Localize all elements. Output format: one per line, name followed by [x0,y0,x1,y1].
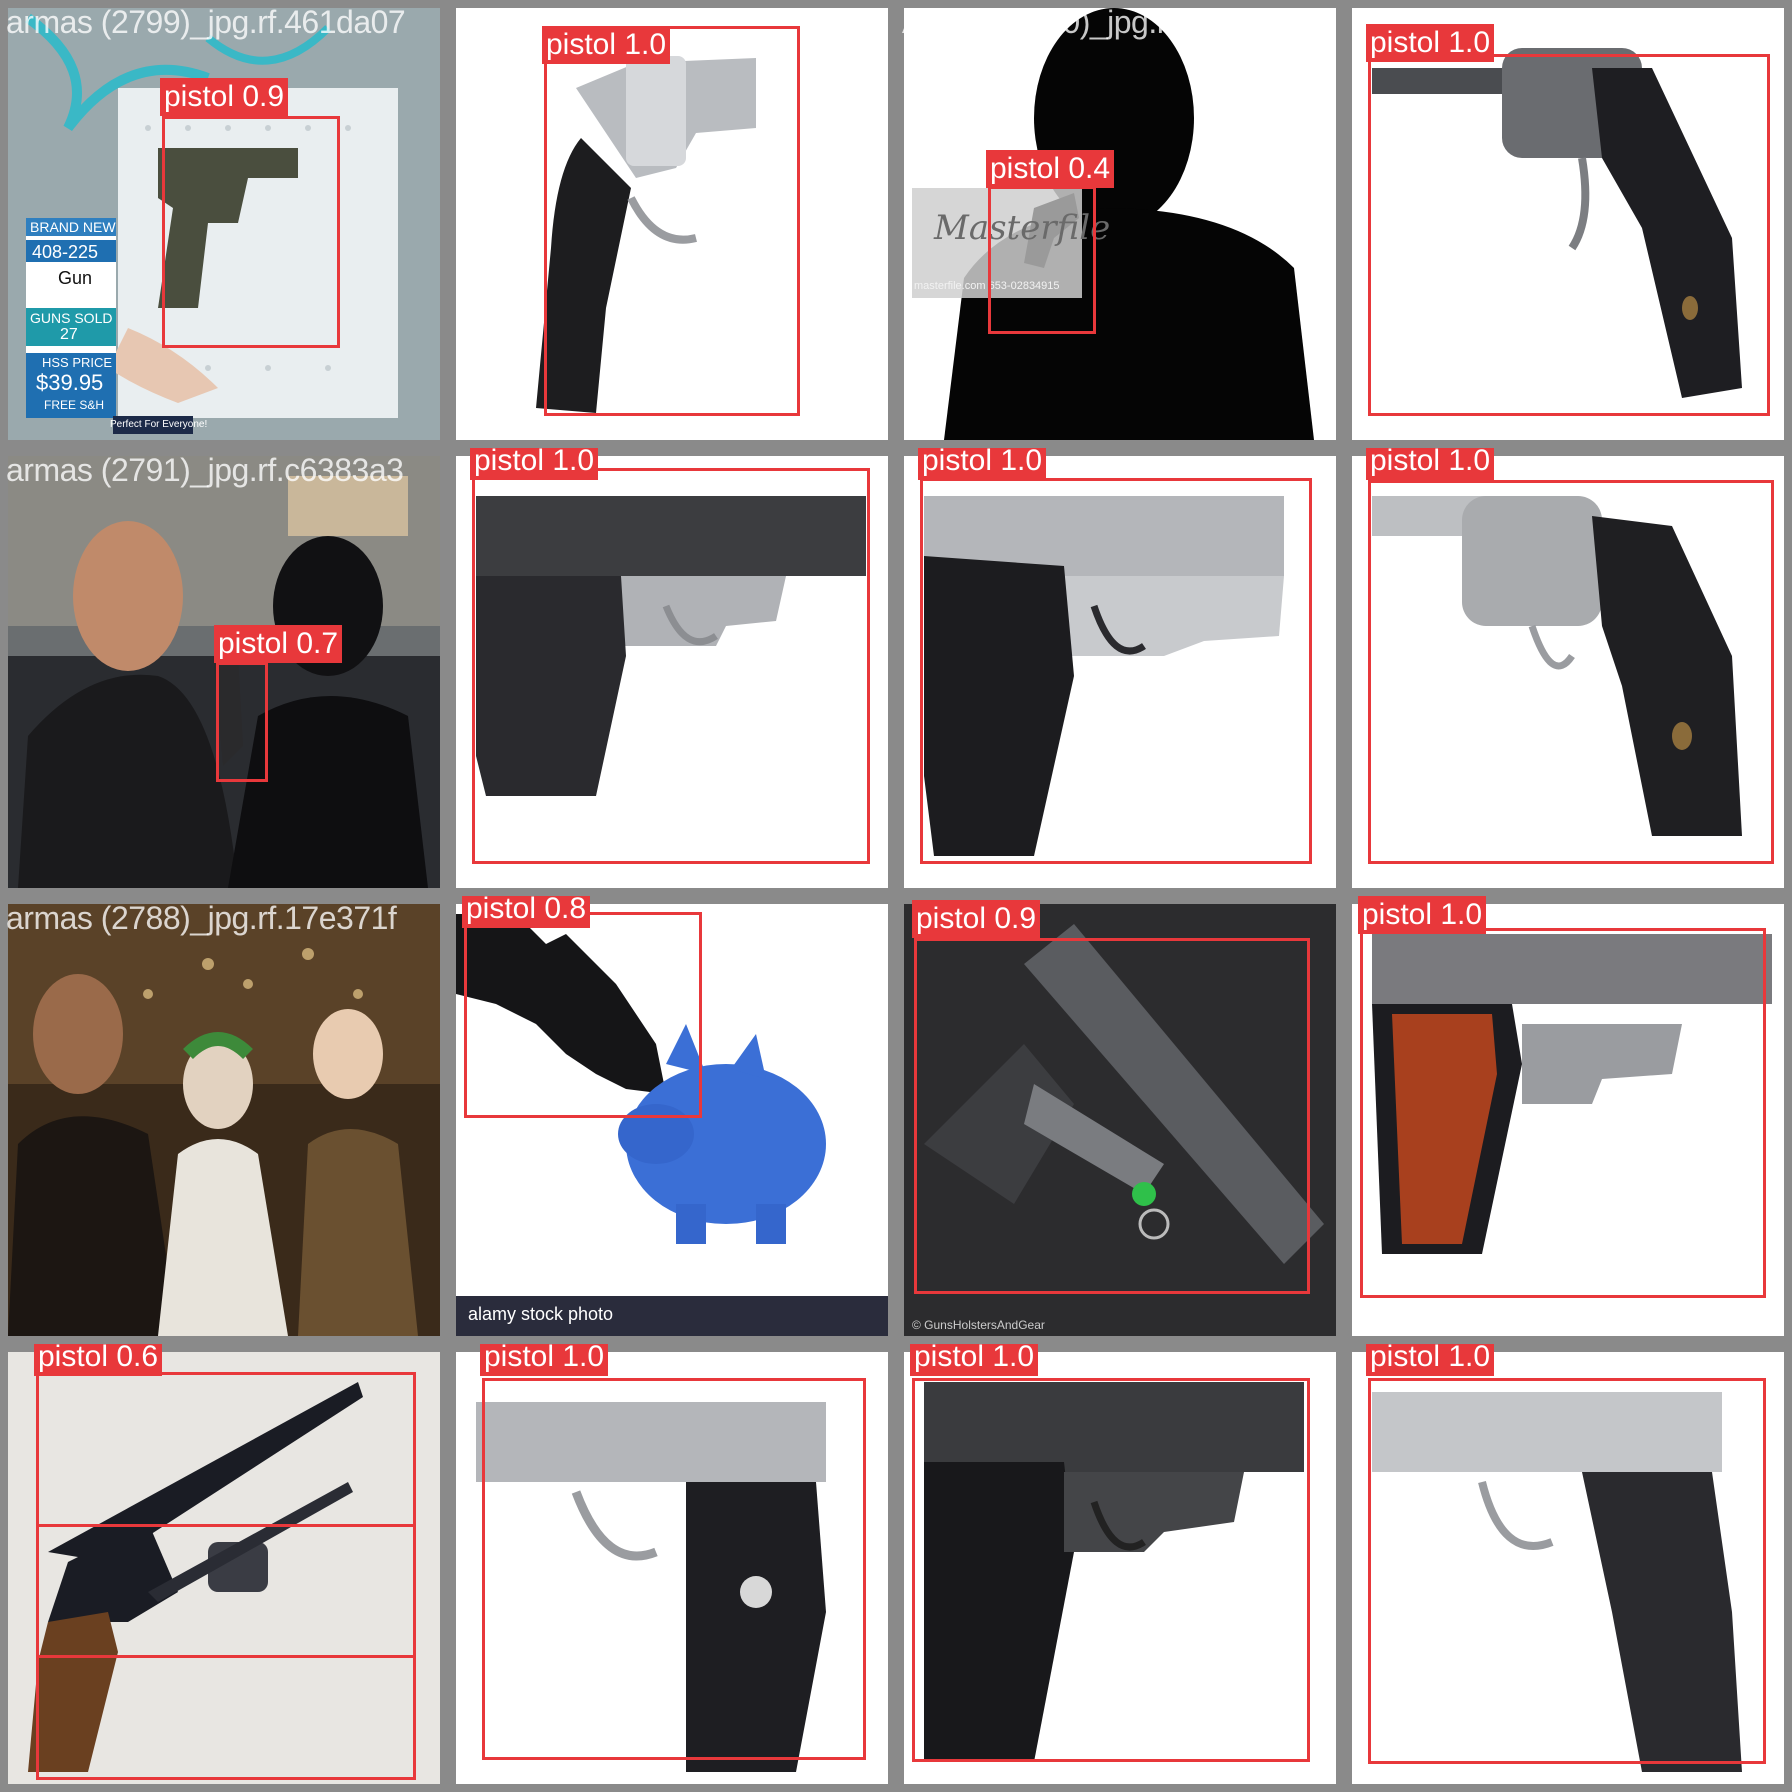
detection-box [1368,480,1774,864]
tile-9: alamy stock photo pistol 0.8 [448,896,896,1344]
detection-label: pistol 0.6 [34,1344,163,1376]
tile-photo [8,1352,440,1784]
detection-box [36,1524,416,1780]
item-number-text: 408-225 [32,242,99,262]
tile-photo [904,456,1336,888]
detection-box [912,1378,1310,1762]
credit-text: © GunsHolstersAndGear [912,1318,1045,1332]
tile-photo [1352,904,1784,1336]
guns-sold-text: GUNS SOLD [30,310,113,326]
hss-price-text: HSS PRICE [42,355,113,370]
stock-id-text: masterfile.com 653-02834915 [914,280,1060,292]
tile-2: Masterfile masterfile.com 653-02834915 A… [896,0,1344,448]
tile-photo: alamy stock photo [456,904,888,1336]
tile-photo [1352,1352,1784,1784]
price-text: $39.95 [36,370,104,395]
tile-photo [1352,456,1784,888]
tile-5: pistol 1.0 [448,448,896,896]
detection-box [1368,54,1770,416]
tile-photo [456,456,888,888]
tagline-text: Perfect For Everyone! [110,419,208,430]
tile-photo [1352,8,1784,440]
sold-count-text: 27 [60,326,78,343]
detection-box [216,662,268,782]
image-filename: armas (2788)_jpg.rf.17e371f [6,900,397,936]
detection-box [162,116,340,348]
detection-label: pistol 0.9 [160,78,289,116]
detection-box [472,468,870,864]
detection-label: pistol 1.0 [542,26,671,64]
tile-1: pistol 1.0 [448,0,896,448]
tile-3: pistol 1.0 [1344,0,1792,448]
tile-7: pistol 1.0 [1344,448,1792,896]
detection-box [544,26,800,416]
detection-label: pistol 0.7 [214,625,343,663]
tile-8: armas (2788)_jpg.rf.17e371f [0,896,448,1344]
detection-label: pistol 1.0 [1366,1344,1495,1376]
tile-13: pistol 1.0 [448,1344,896,1792]
tile-12: pistol 0.6 [0,1344,448,1792]
detection-box [920,478,1312,864]
watermark-text: Masterfile [934,208,1111,248]
stock-watermark-text: alamy stock photo [468,1304,614,1324]
detection-box [36,1372,416,1658]
shipping-text: FREE S&H [44,398,105,412]
detection-box [464,912,702,1118]
gun-text: Gun [58,268,93,288]
detection-box [1360,928,1766,1298]
detection-label: pistol 1.0 [918,448,1047,480]
image-filename: armas (2799)_jpg.rf.461da07 [6,4,406,40]
tile-4: armas (2791)_jpg.rf.c6383a3 pistol 0.7 [0,448,448,896]
detection-label: pistol 1.0 [470,448,599,480]
detection-label: pistol 0.8 [462,896,591,928]
detection-label: pistol 1.0 [480,1344,609,1376]
detection-box [482,1378,866,1760]
detection-box [988,186,1096,334]
detection-box [914,938,1310,1294]
tile-10: © GunsHolstersAndGear pistol 0.9 [896,896,1344,1344]
tile-11: pistol 1.0 [1344,896,1792,1344]
image-filename: armas (2791)_jpg.rf.c6383a3 [6,452,404,488]
tile-photo [456,1352,888,1784]
detection-label: pistol 1.0 [1366,24,1495,62]
detection-label: pistol 1.0 [910,1344,1039,1376]
detection-label: pistol 1.0 [1358,896,1487,934]
tile-photo: Masterfile masterfile.com 653-02834915 [904,8,1336,440]
tile-14: pistol 1.0 [896,1344,1344,1792]
tile-photo [8,904,440,1336]
brand-new-text: BRAND NEW [30,219,116,235]
detection-box [1368,1378,1766,1764]
tile-0: BRAND NEW 408-225 Gun GUNS SOLD 27 HSS P… [0,0,448,448]
detection-label: pistol 0.4 [986,150,1115,188]
tile-photo [904,1352,1336,1784]
image-filename: Armas (2810)_jpg.rf.0da3f52 [902,4,1296,40]
detection-label: pistol 0.9 [912,900,1041,938]
tile-photo [456,8,888,440]
tile-15: pistol 1.0 [1344,1344,1792,1792]
detection-label: pistol 1.0 [1366,448,1495,480]
tile-photo [8,456,440,888]
tile-photo: © GunsHolstersAndGear [904,904,1336,1336]
tile-6: pistol 1.0 [896,448,1344,896]
